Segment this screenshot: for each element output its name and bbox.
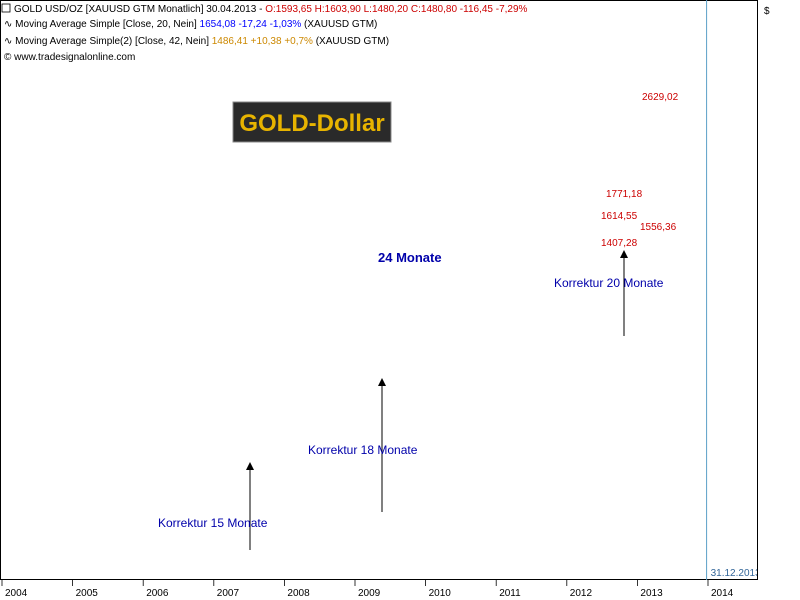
arrow-2009-head: [378, 378, 386, 386]
header-line2: ∿ Moving Average Simple [Close, 20, Nein…: [4, 19, 377, 30]
chart-header: GOLD USD/OZ [XAUUSD GTM Monatlich] 30.04…: [1, 3, 528, 63]
arrow-2007-head: [246, 462, 254, 470]
label-1556: 1556,36: [640, 222, 677, 233]
x-tick-label: 2007: [217, 588, 240, 599]
title-text: GOLD-Dollar: [239, 110, 384, 137]
x-tick-label: 2014: [711, 588, 734, 599]
label-24-monate: 24 Monate: [378, 250, 442, 265]
x-tick-label: 2004: [5, 588, 28, 599]
label-korrektur-18: Korrektur 18 Monate: [308, 443, 418, 457]
plot-frame: [0, 0, 758, 580]
x-tick-label: 2006: [146, 588, 169, 599]
x-tick-label: 2009: [358, 588, 381, 599]
label-1614: 1614,55: [601, 211, 638, 222]
x-tick-label: 2012: [570, 588, 593, 599]
x-tick-label: 2013: [640, 588, 663, 599]
currency-symbol: $: [764, 6, 770, 17]
x-tick-label: 2010: [429, 588, 452, 599]
x-tick-label: 2005: [76, 588, 99, 599]
header-line3: ∿ Moving Average Simple(2) [Close, 42, N…: [4, 36, 389, 47]
label-1407: 1407,28: [601, 238, 638, 249]
header-line1: GOLD USD/OZ [XAUUSD GTM Monatlich] 30.04…: [14, 4, 528, 15]
copyright-text: © www.tradesignalonline.com: [4, 52, 135, 63]
label-korrektur-20: Korrektur 20 Monate: [554, 276, 664, 290]
x-tick-label: 2011: [499, 588, 521, 599]
channel-top-label: 2629,02: [642, 92, 679, 103]
title-box: GOLD-Dollar: [232, 101, 392, 143]
arrow-2013-head: [620, 250, 628, 258]
label-korrektur-15: Korrektur 15 Monate: [158, 516, 268, 530]
x-tick-label: 2008: [287, 588, 310, 599]
date-marker-label: 31.12.2013: [711, 568, 761, 579]
label-1771: 1771,18: [606, 189, 643, 200]
